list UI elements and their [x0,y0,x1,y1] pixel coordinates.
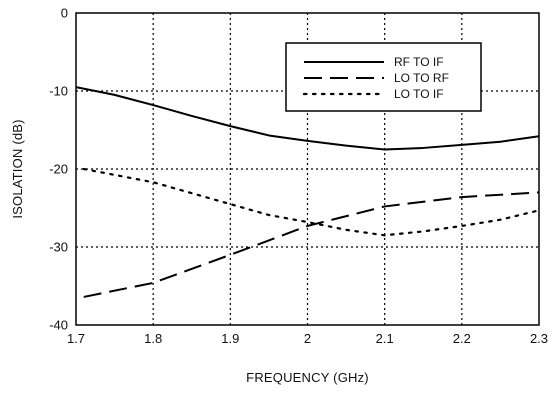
y-tick-label: -10 [49,84,68,99]
plot-frame [75,12,540,326]
x-tick-label: 1.9 [221,331,239,346]
x-tick-label: 2.3 [530,331,548,346]
series-line-lo-to-if [82,167,541,237]
x-tick-label: 2 [304,331,311,346]
series-line-rf-to-if [75,86,540,151]
y-tick-label: 0 [61,6,68,21]
y-tick-label: -30 [49,240,68,255]
x-tick-label: 2.2 [453,331,471,346]
x-tick-label: 2.1 [376,331,394,346]
legend-label: RF TO IF [394,55,444,69]
y-axis-title: ISOLATION (dB) [10,119,25,218]
y-tick-label: -20 [49,162,68,177]
y-tick-label: -40 [49,318,68,333]
legend-label: LO TO IF [394,87,444,101]
series-line-lo-to-rf [83,191,540,298]
legend-label: LO TO RF [394,71,449,85]
x-axis-title: FREQUENCY (GHz) [246,370,369,385]
x-tick-label: 1.8 [144,331,162,346]
x-tick-label: 1.7 [67,331,85,346]
